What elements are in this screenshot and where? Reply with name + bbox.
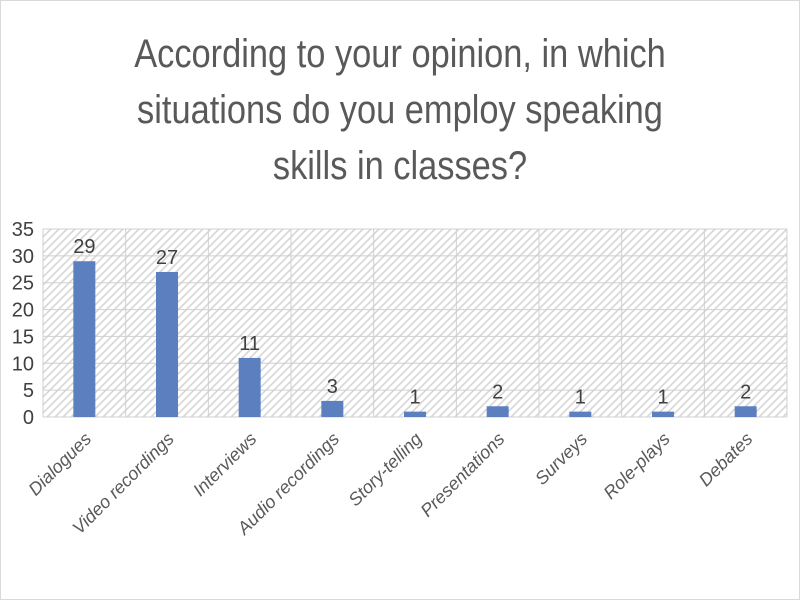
y-tick-label: 30 [12,246,34,268]
data-label: 29 [73,236,95,258]
bar [569,411,592,417]
y-tick-label: 20 [12,300,34,322]
x-category-label: Interviews [189,429,260,500]
y-tick-label: 0 [23,407,34,429]
data-label: 2 [740,381,751,403]
bars [73,261,757,417]
bar [652,411,674,417]
y-tick-label: 15 [12,326,34,348]
data-label: 1 [409,387,420,409]
y-tick-label: 10 [12,353,34,375]
chart-title: According to your opinion, in which situ… [134,32,666,188]
data-label: 1 [575,387,586,409]
x-category-label: Story-telling [344,429,425,510]
data-label: 2 [492,381,503,403]
bar [73,261,96,417]
y-tick-label: 5 [23,380,34,402]
x-category-label: Dialogues [24,429,95,500]
y-tick-label: 35 [12,219,34,241]
data-label: 3 [327,376,338,398]
data-label: 11 [239,333,260,355]
bar [321,400,344,417]
y-axis-tick-labels: 0 5 10 15 20 25 30 35 [12,219,34,429]
y-tick-label: 25 [12,273,34,295]
data-label: 1 [657,387,668,409]
x-category-label: Presentations [417,429,509,521]
x-category-label: Debates [695,429,757,491]
bar [734,406,757,417]
data-label: 27 [156,247,178,269]
bar [486,406,509,417]
bar [238,357,261,417]
x-category-label: Surveys [531,429,591,489]
bar [404,411,426,417]
x-category-label: Role-plays [600,429,674,503]
bar [156,271,178,417]
